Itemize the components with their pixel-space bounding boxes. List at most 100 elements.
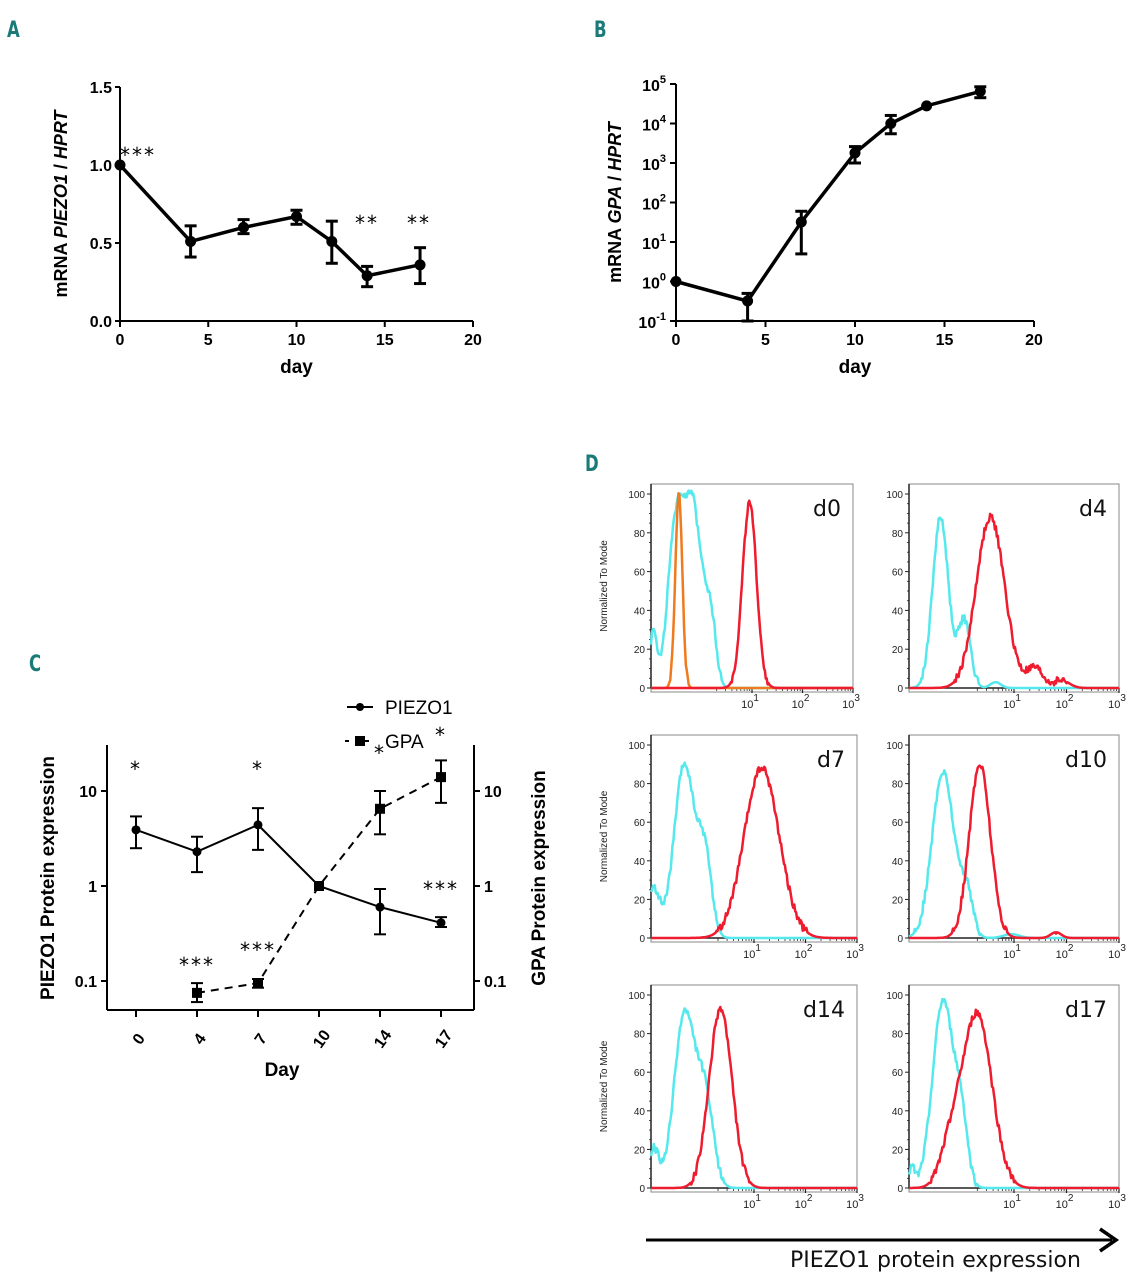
y-tick-label: 100 — [886, 490, 903, 501]
histogram-curve-stained — [908, 764, 1120, 940]
y-tick-label: 1.5 — [90, 80, 112, 97]
y-tick-label: 60 — [634, 818, 646, 829]
y-axis-title: Normalized To Mode — [599, 790, 610, 882]
day-label: d4 — [1079, 497, 1107, 522]
x-tick-label: 101 — [743, 1193, 761, 1211]
day-label: d17 — [1065, 998, 1107, 1023]
x-tick-label: 5 — [204, 332, 213, 349]
y-tick-label: 20 — [634, 1145, 646, 1156]
data-point-gpa — [253, 978, 263, 989]
y-tick-label: 100 — [628, 991, 645, 1002]
y-tick-label: 80 — [892, 780, 904, 791]
data-point — [361, 270, 373, 282]
data-point — [114, 159, 126, 171]
x-tick-label: 5 — [761, 332, 770, 349]
y-tick-label: 0.0 — [90, 314, 112, 331]
data-point — [742, 295, 754, 307]
y-tick-label: 100 — [886, 741, 903, 752]
y-tick-label: 20 — [634, 645, 646, 656]
chart-a: 0.0 0.5 1.0 1.5 0 5 10 15 20 day mRNA PIEZO1 / HPR… — [51, 80, 482, 378]
y-tick-label: 0 — [897, 934, 903, 945]
panel-label-d: D — [585, 452, 599, 477]
data-point-piezo1 — [436, 918, 446, 928]
histogram-curve-control — [908, 769, 1120, 940]
histogram-curve-control — [908, 516, 1120, 690]
data-point-piezo1 — [192, 847, 202, 857]
y-tick-label: 0.5 — [90, 236, 112, 253]
significance-marker: * — [252, 757, 264, 781]
legend-label-gpa: GPA — [385, 732, 424, 753]
histogram-panel-d0: 0 20 40 60 80 100 101 102 103 Normalized To Mode d… — [599, 483, 860, 711]
day-label: d0 — [813, 497, 841, 522]
x-tick-label: 20 — [464, 332, 482, 349]
series-line-piezo1 — [135, 823, 442, 924]
x-tick-label: 103 — [1108, 1193, 1126, 1211]
y-tick-label: 40 — [892, 1107, 904, 1118]
chart-c: 0.1 0.1 1 1 10 10 0 4 7 10 14 17 Day PIEZO1 Protein e… — [38, 698, 550, 1081]
legend: PIEZO1 GPA — [345, 698, 453, 753]
histogram-curve-stained — [650, 765, 858, 940]
significance-marker: ** — [355, 211, 379, 235]
y-axis-title: Normalized To Mode — [599, 1040, 610, 1132]
x-tick-label: 101 — [1003, 1193, 1021, 1211]
data-point — [921, 100, 933, 112]
chart-b: 10-1 100 101 102 103 104 105 0 5 10 15 20 day mRNA GP… — [605, 74, 1043, 378]
data-point-gpa — [375, 803, 385, 814]
y-tick-label: 10-1 — [638, 311, 666, 332]
x-tick-label: 103 — [1108, 943, 1126, 961]
series-line — [675, 89, 981, 304]
y-tick-label: 103 — [642, 153, 666, 174]
data-point — [291, 210, 302, 222]
y-tick-label: 40 — [892, 857, 904, 868]
legend-marker-gpa — [355, 736, 365, 746]
histogram-panel-d14: 0 20 40 60 80 100 101 102 103 Normalized To Mode d… — [599, 984, 864, 1211]
significance-marker: * — [435, 723, 447, 747]
y-tick-label: 105 — [642, 74, 666, 95]
x-tick-label: 10 — [288, 332, 306, 349]
x-tick-label: 102 — [1056, 943, 1074, 961]
data-point — [885, 118, 897, 129]
x-tick-label: 7 — [252, 1031, 271, 1048]
x-tick-label: 14 — [371, 1027, 395, 1051]
x-tick-label: 102 — [795, 1193, 813, 1211]
histogram-panel-d10: 0 20 40 60 80 100 101 102 103 d10 — [886, 734, 1126, 961]
data-point-gpa — [314, 881, 324, 891]
y-tick-label: 20 — [634, 895, 646, 906]
data-point — [795, 216, 807, 228]
right-y-tick-label: 0.1 — [484, 974, 506, 991]
arrow-head-icon — [1099, 1227, 1120, 1253]
y-tick-label: 0 — [897, 1184, 903, 1195]
y-tick-label: 40 — [892, 606, 904, 617]
left-y-tick-label: 10 — [79, 784, 97, 801]
y-tick-label: 80 — [634, 1030, 646, 1041]
y-tick-label: 60 — [634, 568, 646, 579]
y-tick-label: 40 — [634, 606, 646, 617]
legend-label-piezo1: PIEZO1 — [385, 698, 453, 719]
right-y-tick-label: 1 — [484, 879, 493, 896]
y-tick-label: 20 — [892, 1145, 904, 1156]
data-point — [974, 85, 986, 97]
y-tick-label: 60 — [892, 818, 904, 829]
x-tick-label: 20 — [1025, 332, 1043, 349]
data-point — [185, 235, 197, 247]
y-tick-label: 0 — [897, 684, 903, 695]
right-y-tick-label: 10 — [484, 784, 502, 801]
day-label: d10 — [1065, 748, 1107, 773]
y-tick-label: 20 — [892, 895, 904, 906]
x-tick-label: 103 — [846, 1193, 864, 1211]
histogram-x-axis-title: PIEZO1 protein expression — [790, 1248, 1081, 1273]
y-tick-label: 60 — [892, 568, 904, 579]
data-point-gpa — [192, 987, 202, 998]
y-tick-label: 60 — [892, 1068, 904, 1079]
x-tick-label: 102 — [795, 943, 813, 961]
significance-marker: *** — [423, 877, 459, 901]
x-tick-label: 103 — [846, 943, 864, 961]
x-tick-label: 15 — [936, 332, 954, 349]
x-tick-label: 102 — [792, 693, 810, 711]
data-point — [238, 221, 250, 233]
data-point — [670, 276, 682, 287]
x-tick-label: 103 — [1108, 693, 1126, 711]
y-tick-label: 0 — [639, 684, 645, 695]
y-axis-title: mRNA GPA / HPRT — [605, 120, 625, 283]
